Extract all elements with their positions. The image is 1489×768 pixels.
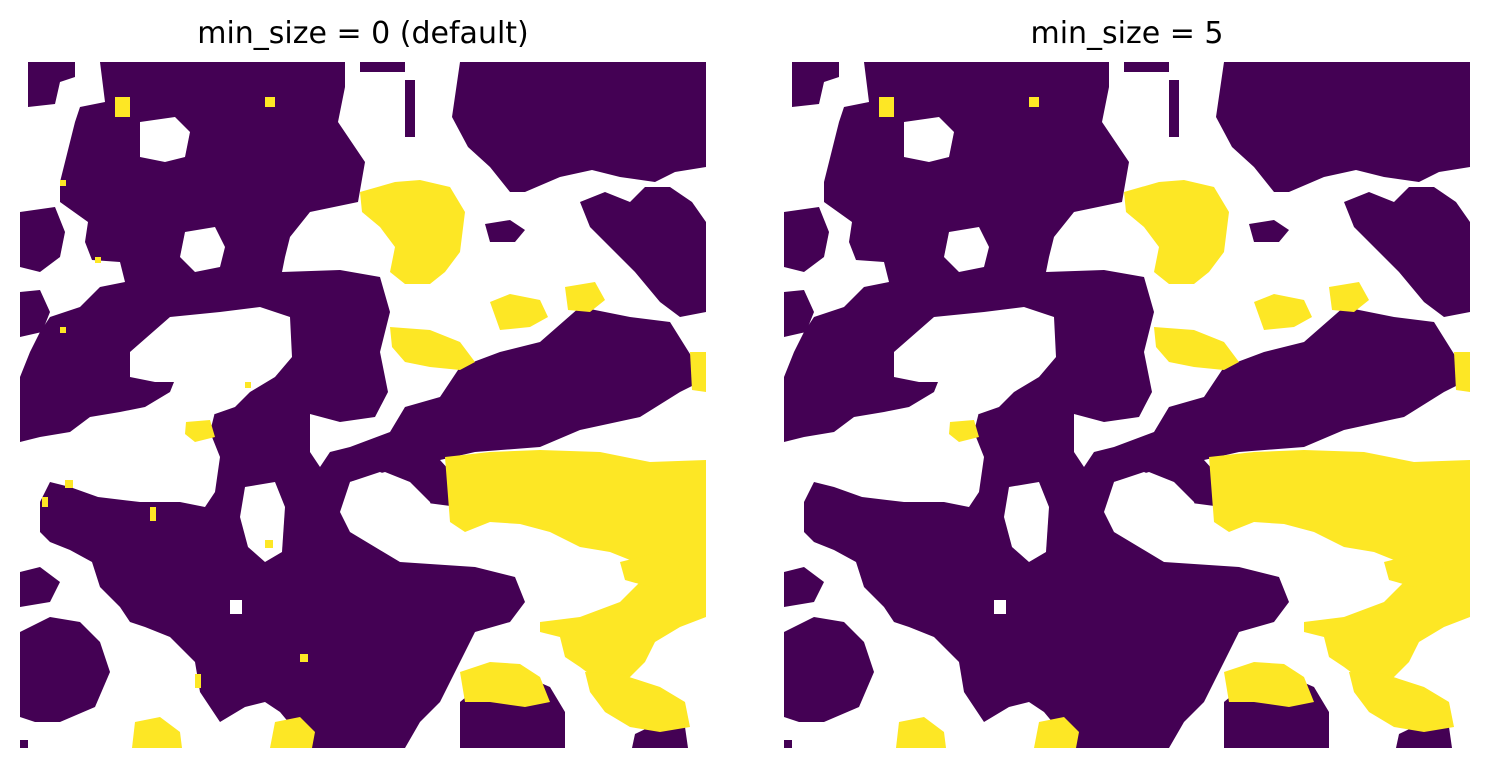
panel-title-right: min_size = 5: [1030, 16, 1224, 51]
segmentation-image-left: [20, 62, 706, 748]
segmentation-map-left: [20, 62, 706, 748]
small-speck: [784, 740, 792, 748]
small-speck: [42, 497, 48, 507]
small-speck: [150, 507, 156, 521]
panel-min-size-5: min_size = 5: [782, 0, 1472, 768]
panel-title-left: min_size = 0 (default): [197, 16, 529, 51]
small-speck: [245, 382, 251, 388]
small-speck: [265, 540, 273, 548]
small-speck: [195, 674, 201, 688]
segmentation-map-right: [784, 62, 1470, 748]
panel-min-size-0: min_size = 0 (default): [18, 0, 708, 768]
small-speck: [20, 740, 28, 748]
small-speck: [95, 257, 101, 263]
small-speck: [300, 654, 308, 662]
small-speck: [60, 327, 66, 333]
small-speck: [60, 180, 66, 186]
segmentation-image-right: [784, 62, 1470, 748]
small-speck: [65, 480, 73, 488]
